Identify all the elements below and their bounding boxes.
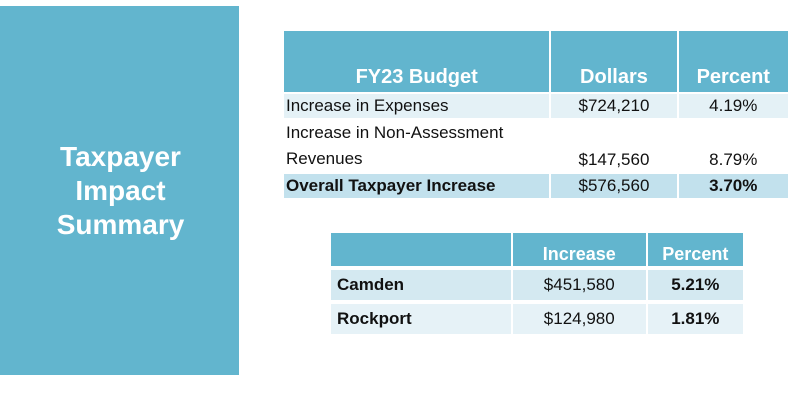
budget-header-percent: Percent [677, 31, 788, 93]
slide-title: Taxpayer Impact Summary [57, 140, 185, 242]
row-percent: 4.19% [677, 92, 788, 119]
town-name: Rockport [331, 300, 513, 334]
row-label: Increase in Expenses [284, 92, 552, 119]
town-percent: 5.21% [646, 266, 743, 302]
row-dollars: $576,560 [550, 172, 679, 198]
budget-table: FY23 Budget Dollars Percent Increase in … [284, 31, 788, 198]
towns-header-blank [331, 233, 513, 268]
row-percent: 8.79% [677, 118, 788, 173]
table-row: Increase in Non-Assessment Revenues $147… [284, 118, 788, 173]
table-row: Camden $451,580 5.21% [331, 266, 743, 302]
table-row: Rockport $124,980 1.81% [331, 300, 743, 334]
row-percent: 3.70% [677, 172, 788, 198]
row-label: Increase in Non-Assessment Revenues [284, 118, 552, 173]
town-increase: $451,580 [511, 266, 648, 302]
town-increase: $124,980 [511, 300, 648, 334]
budget-table-header-row: FY23 Budget Dollars Percent [284, 31, 788, 93]
title-line-3: Summary [56, 208, 185, 240]
title-panel: Taxpayer Impact Summary [0, 6, 239, 375]
row-dollars: $724,210 [550, 92, 679, 119]
table-row: Increase in Expenses $724,210 4.19% [284, 92, 788, 119]
budget-header-label: FY23 Budget [284, 31, 552, 93]
towns-header-increase: Increase [511, 233, 648, 268]
town-name: Camden [331, 266, 513, 302]
total-row: Overall Taxpayer Increase $576,560 3.70% [284, 172, 788, 198]
town-percent: 1.81% [646, 300, 743, 334]
budget-header-dollars: Dollars [550, 31, 679, 93]
row-label: Overall Taxpayer Increase [284, 172, 552, 198]
title-line-1: Taxpayer [60, 140, 181, 172]
towns-header-percent: Percent [646, 233, 743, 268]
towns-table-header-row: Increase Percent [331, 233, 743, 268]
row-dollars: $147,560 [550, 118, 679, 173]
title-line-2: Impact [75, 174, 166, 206]
towns-table: Increase Percent Camden $451,580 5.21% R… [331, 233, 743, 334]
